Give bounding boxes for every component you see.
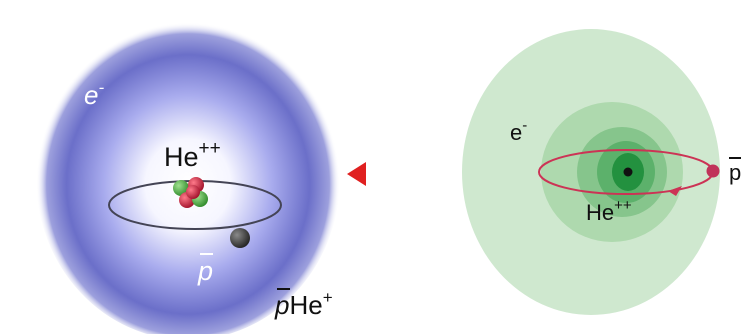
nucleus-label-right: He++ (586, 197, 632, 225)
antiproton-dot-right (706, 164, 720, 178)
svg-text:p: p (729, 160, 741, 185)
svg-text:p: p (197, 256, 213, 286)
nucleus-dot-right (623, 167, 633, 177)
atom-label-left: pHe+ (274, 288, 333, 320)
orbit-direction-arrow-icon (668, 186, 682, 196)
antiproton-ball-left (230, 228, 250, 248)
right-atom-panel: e- He++ p (462, 29, 741, 315)
arrow-icon (347, 162, 366, 186)
nucleus-label-left: He++ (164, 138, 221, 172)
electron-label-right: e- (510, 117, 527, 145)
electron-cloud-left (36, 16, 340, 334)
helium-nucleus-left (173, 177, 208, 208)
left-atom-panel: e- He++ p pHe+ (36, 16, 340, 334)
antiproton-label-right: p (729, 157, 741, 185)
antiproton-label-left: p (197, 253, 213, 286)
svg-text:pHe+: pHe+ (274, 288, 333, 320)
electron-label-left: e- (84, 78, 104, 110)
